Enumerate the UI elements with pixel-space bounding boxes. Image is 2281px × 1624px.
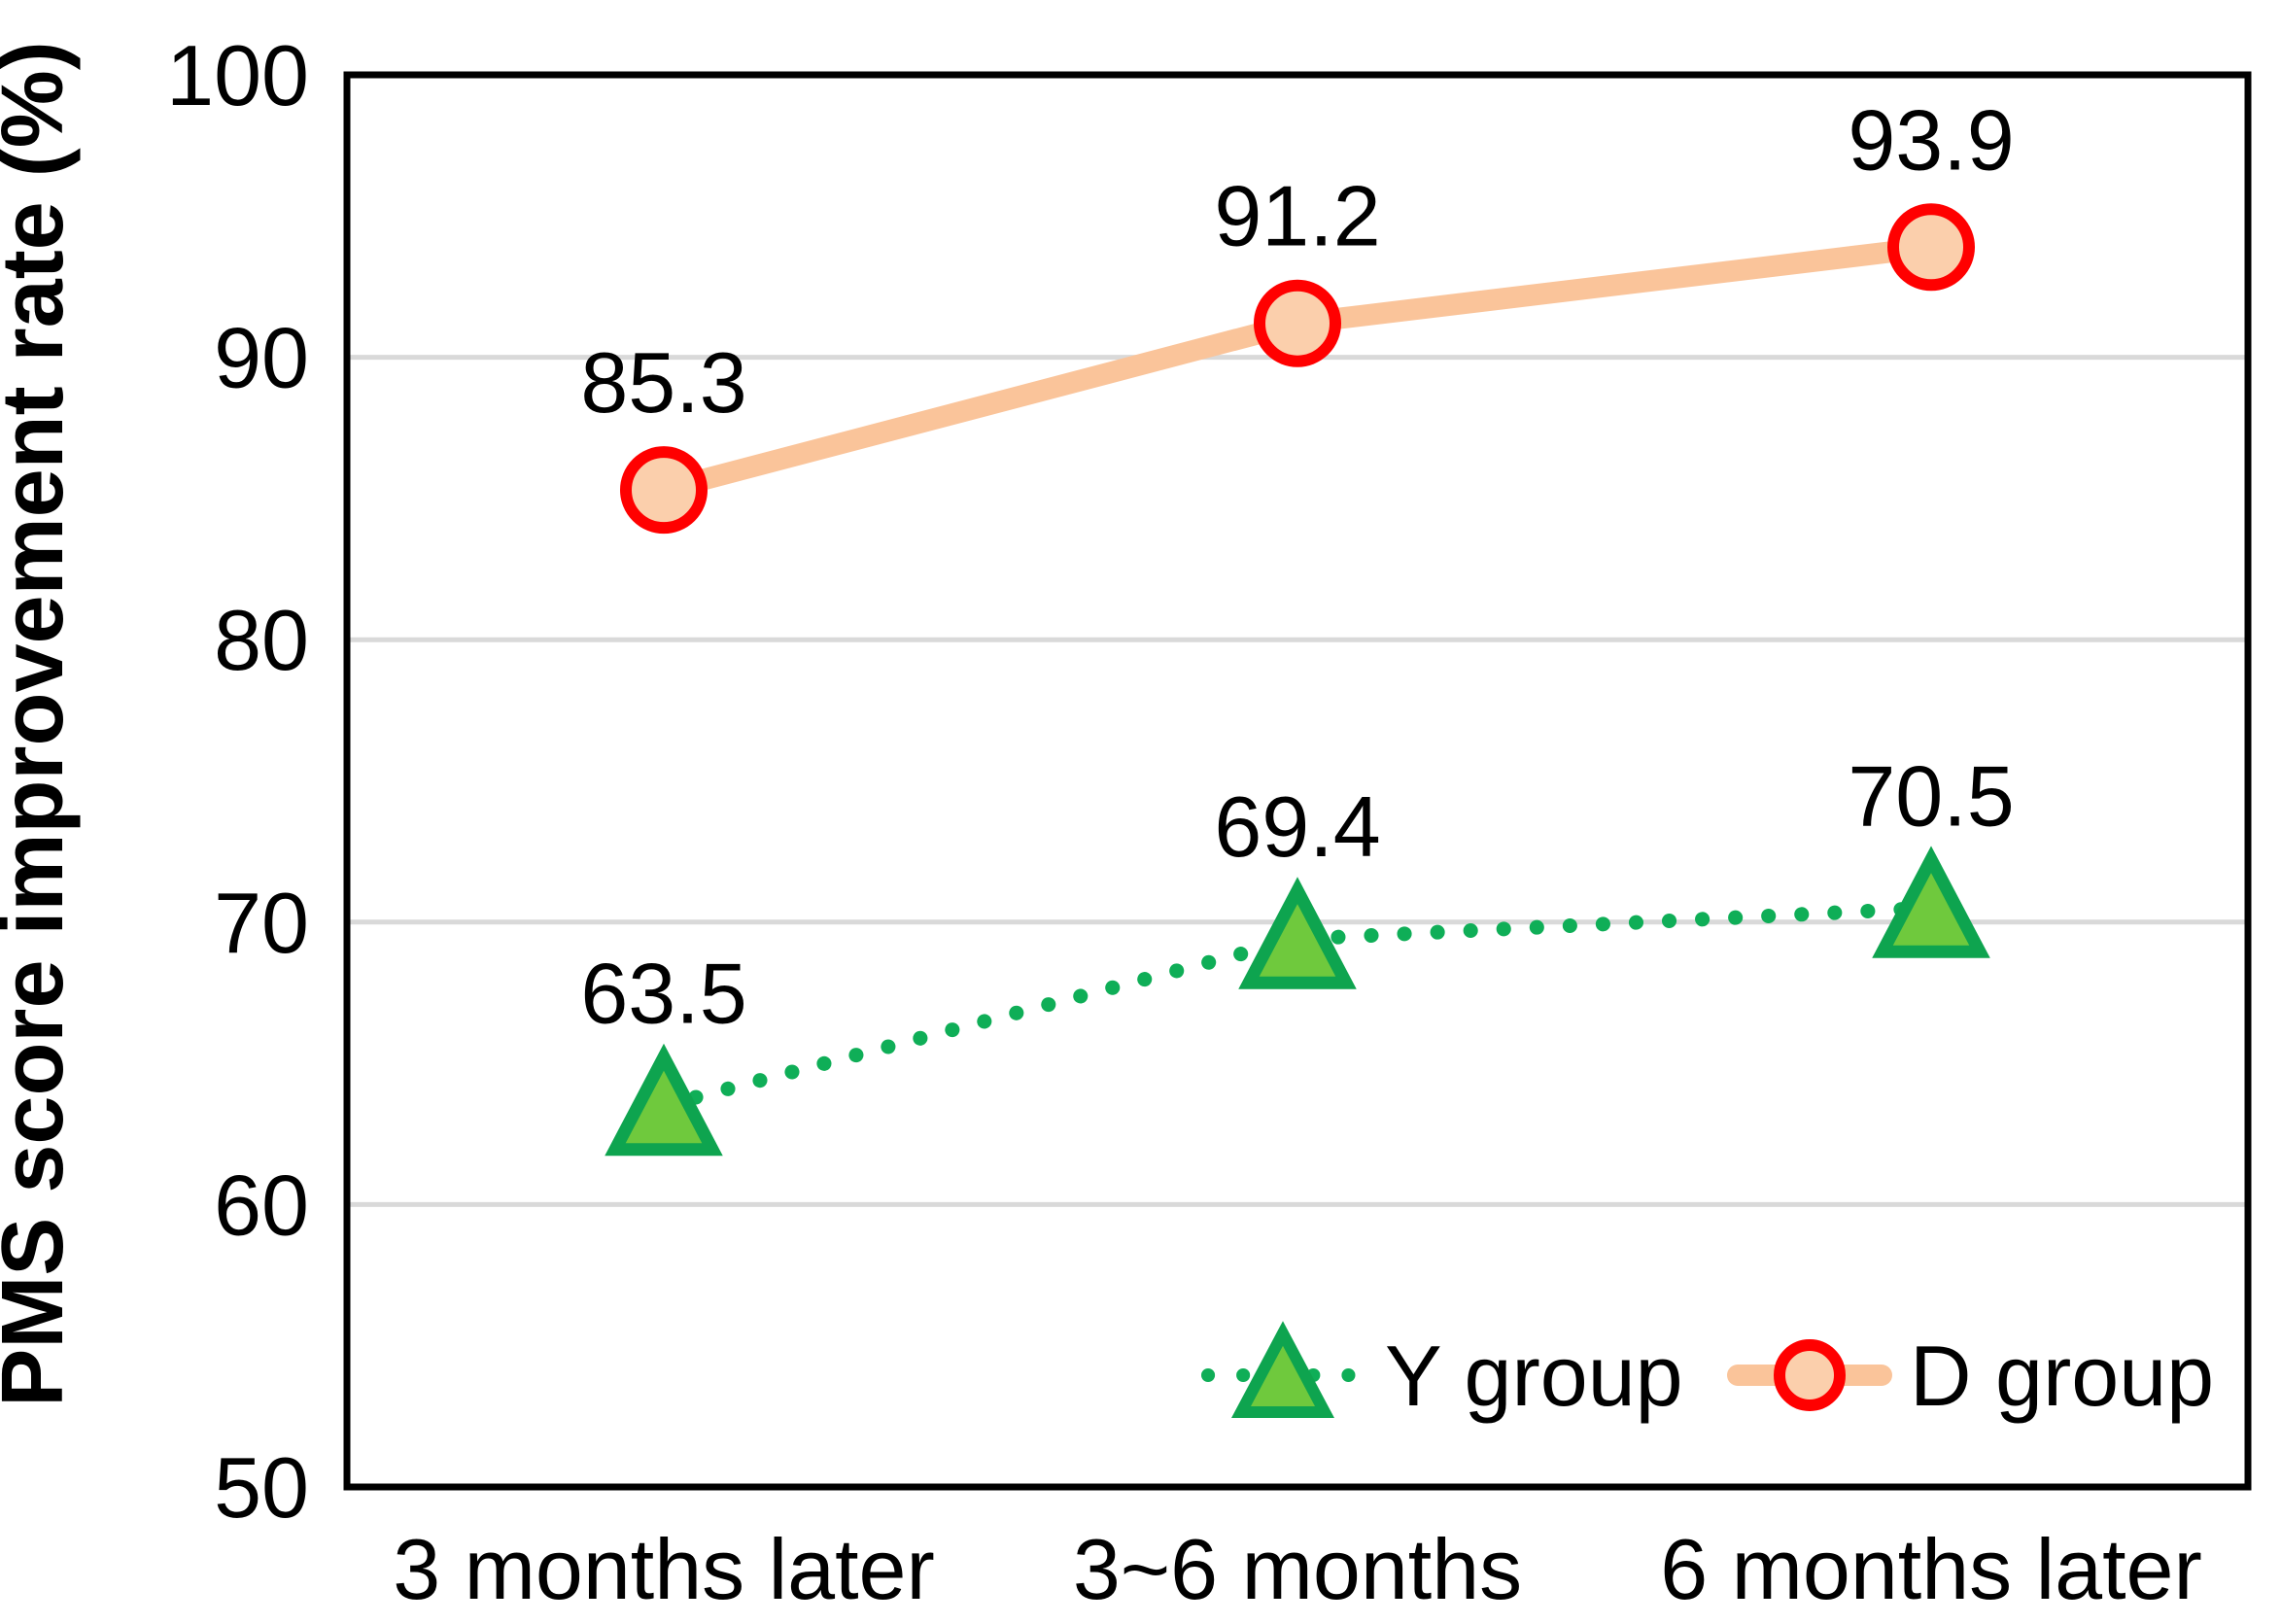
y-group-data-label: 63.5	[580, 946, 746, 1042]
d-group-marker	[1887, 203, 1975, 292]
legend-y-group-marker	[1231, 1321, 1334, 1418]
y-tick-label: 80	[214, 592, 309, 688]
y-group-marker	[1872, 846, 1990, 958]
d-group-data-label: 91.2	[1214, 168, 1380, 264]
y-group-marker	[605, 1043, 723, 1157]
y-tick-label: 70	[214, 875, 309, 971]
y-group-data-label: 70.5	[1848, 747, 2014, 844]
y-axis-title: PMS score improvement rate (%)	[0, 41, 82, 1406]
y-tick-label: 100	[166, 27, 309, 123]
y-tick-label: 60	[214, 1157, 309, 1253]
y-group-marker	[1238, 877, 1357, 989]
d-group-data-label: 93.9	[1848, 91, 2014, 188]
x-tick-label: 3~6 months	[1073, 1521, 1522, 1617]
x-tick-label: 6 months later	[1660, 1521, 2202, 1617]
legend-d-group-label: D group	[1910, 1328, 2214, 1424]
plot-border	[343, 71, 2252, 1491]
legend-d-group-marker	[1774, 1339, 1846, 1411]
d-group-marker	[620, 446, 708, 535]
y-group-data-label: 69.4	[1214, 778, 1380, 875]
y-tick-label: 50	[214, 1439, 309, 1536]
x-tick-label: 3 months later	[393, 1521, 935, 1617]
legend-y-group-label: Y group	[1385, 1328, 1683, 1424]
d-group-data-label: 85.3	[580, 334, 746, 431]
y-tick-label: 90	[214, 310, 309, 406]
d-group-marker	[1254, 279, 1341, 367]
